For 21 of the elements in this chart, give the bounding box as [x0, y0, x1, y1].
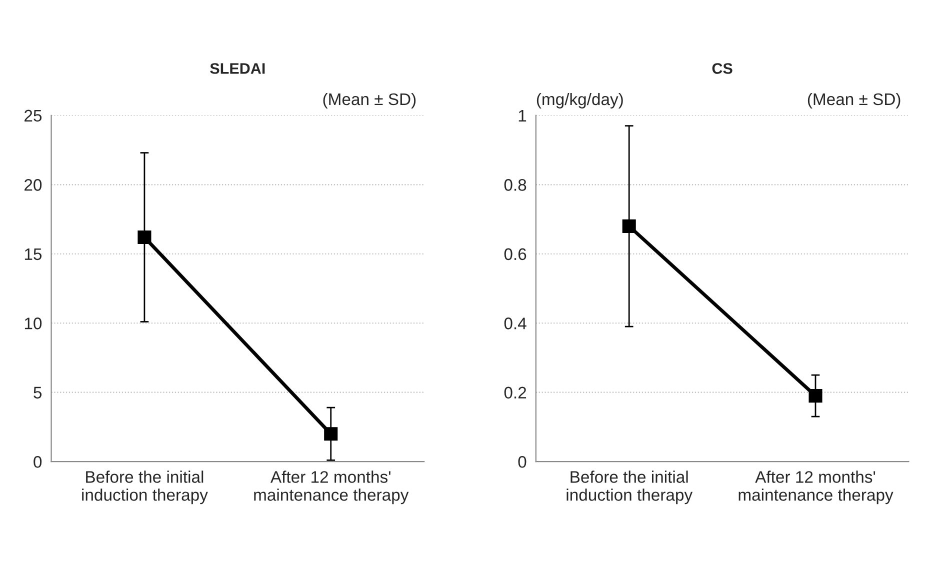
y-tick-label: 0.6 — [504, 248, 526, 260]
y-tick-label: 1 — [518, 110, 526, 122]
text: (Mean ± SD) — [808, 92, 900, 108]
y-tick-label: 15 — [24, 248, 42, 260]
y-tick-label: 5 — [34, 386, 42, 399]
x-tick-label: After 12 months' maintenance therapy — [738, 470, 894, 504]
text: (Mean ± SD) — [323, 92, 416, 108]
x-tick-label: Before the initial induction therapy — [82, 470, 208, 504]
chart-title: CS — [712, 63, 732, 74]
y-tick-label: 0.2 — [504, 386, 526, 399]
y-tick-label: 0 — [34, 456, 42, 468]
y-tick-label: 10 — [24, 318, 42, 330]
y-tick-label: 25 — [24, 110, 42, 122]
y-tick-label: 0.4 — [504, 318, 526, 330]
x-tick-label: After 12 months' maintenance therapy — [254, 470, 409, 504]
y-axis-title: (mg/kg/day) — [536, 92, 623, 108]
y-tick-label: 0.8 — [504, 179, 526, 191]
x-tick-label: Before the initial induction therapy — [566, 470, 693, 504]
y-tick-label: 0 — [518, 456, 526, 468]
y-tick-label: 20 — [24, 179, 42, 191]
chart-title: SLEDAI — [210, 63, 265, 74]
